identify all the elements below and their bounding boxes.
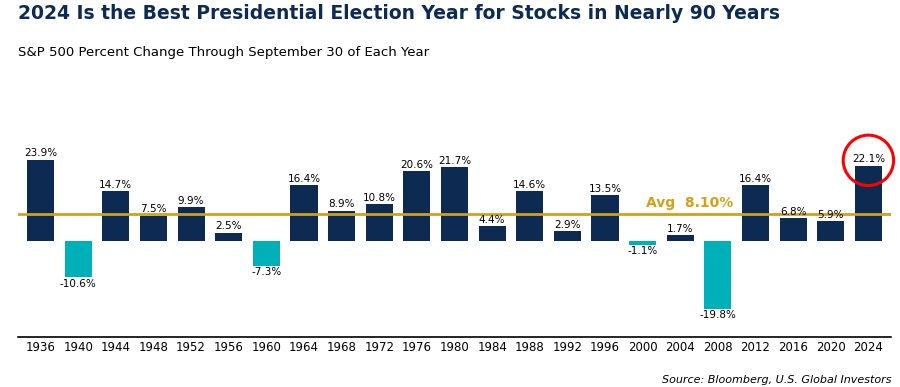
Bar <box>253 241 280 266</box>
Text: 23.9%: 23.9% <box>24 148 57 158</box>
Bar <box>667 235 694 241</box>
Bar <box>65 241 92 277</box>
Text: -1.1%: -1.1% <box>627 246 658 256</box>
Bar <box>629 241 656 245</box>
Bar <box>591 195 618 241</box>
Text: 8.9%: 8.9% <box>328 199 355 209</box>
Bar <box>215 233 242 241</box>
Text: 20.6%: 20.6% <box>400 159 434 170</box>
Bar <box>554 231 580 241</box>
Text: 21.7%: 21.7% <box>438 156 471 166</box>
Text: 2.5%: 2.5% <box>215 221 242 231</box>
Text: Source: Bloomberg, U.S. Global Investors: Source: Bloomberg, U.S. Global Investors <box>662 375 891 385</box>
Text: 10.8%: 10.8% <box>363 193 396 203</box>
Bar <box>291 185 318 241</box>
Text: 22.1%: 22.1% <box>852 154 885 164</box>
Text: 6.8%: 6.8% <box>780 207 806 217</box>
Bar <box>817 221 844 241</box>
Text: 16.4%: 16.4% <box>287 174 320 184</box>
Text: 2.9%: 2.9% <box>554 220 580 230</box>
Text: 2024 Is the Best Presidential Election Year for Stocks in Nearly 90 Years: 2024 Is the Best Presidential Election Y… <box>18 4 780 23</box>
Text: -7.3%: -7.3% <box>251 267 282 277</box>
Text: -19.8%: -19.8% <box>699 310 736 320</box>
Bar <box>365 204 392 241</box>
Bar <box>855 166 882 241</box>
Text: 16.4%: 16.4% <box>739 174 772 184</box>
Bar <box>441 167 468 241</box>
Bar <box>779 218 806 241</box>
Bar <box>517 192 544 241</box>
Bar <box>27 160 54 241</box>
Text: 13.5%: 13.5% <box>589 184 622 194</box>
Text: 1.7%: 1.7% <box>667 224 694 234</box>
Text: 7.5%: 7.5% <box>140 204 166 214</box>
Text: -10.6%: -10.6% <box>59 279 96 289</box>
Bar <box>742 185 769 241</box>
Bar <box>403 171 430 241</box>
Bar <box>328 211 356 241</box>
Text: 14.6%: 14.6% <box>513 180 546 190</box>
Text: 5.9%: 5.9% <box>817 210 844 220</box>
Bar <box>479 226 506 241</box>
Bar <box>705 241 732 309</box>
Text: 14.7%: 14.7% <box>99 180 132 190</box>
Text: S&P 500 Percent Change Through September 30 of Each Year: S&P 500 Percent Change Through September… <box>18 46 429 60</box>
Text: 9.9%: 9.9% <box>178 196 204 206</box>
Bar <box>140 216 167 241</box>
Text: Avg  8.10%: Avg 8.10% <box>646 196 733 210</box>
Bar <box>177 207 204 241</box>
Text: 4.4%: 4.4% <box>479 215 506 225</box>
Bar <box>103 191 130 241</box>
